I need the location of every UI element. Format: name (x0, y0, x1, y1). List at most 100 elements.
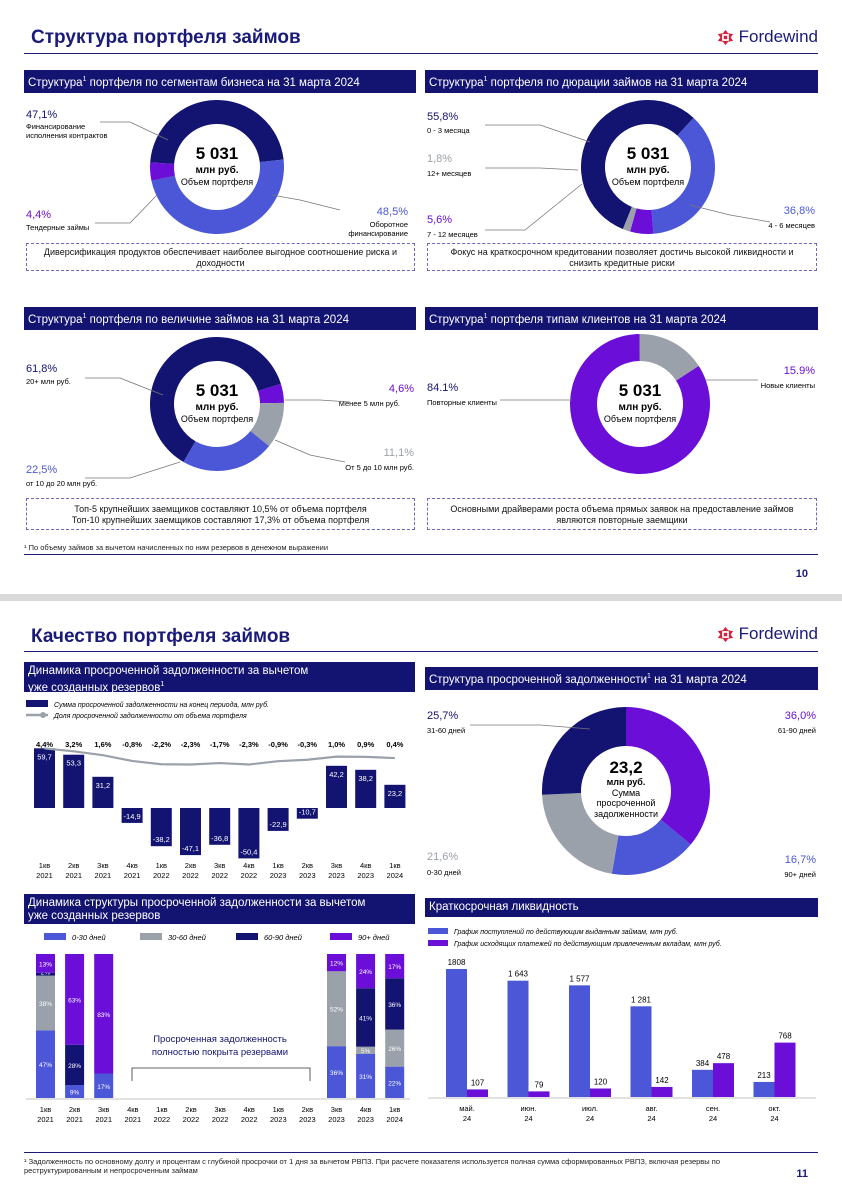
quarter-label: 1кв (273, 1105, 284, 1114)
overdue-share-label: -0,8% (122, 740, 142, 749)
clients-donut (569, 334, 710, 474)
brand-name: Fordewind (738, 624, 818, 643)
svg-text:полностью покрыта резервами: полностью покрыта резервами (152, 1047, 288, 1058)
svg-text:Объем портфеля: Объем портфеля (604, 414, 676, 424)
page-11: Качество портфеля займов Fordewind Динам… (0, 601, 842, 1200)
overdue-bar (92, 776, 114, 808)
structure-segment (356, 988, 376, 1047)
year-label: 24 (586, 1114, 594, 1123)
overdue-slice (611, 819, 691, 875)
overdue-bar-label: -36,8 (211, 834, 228, 843)
svg-text:Финансирование: Финансирование (26, 122, 85, 131)
structure-segment (327, 954, 346, 972)
overdue-bar-label: -10,7 (299, 808, 316, 817)
year-label: 2021 (65, 871, 82, 880)
overdue-structure-donut (542, 707, 710, 875)
overdue-share-label: -0,3% (298, 740, 318, 749)
duration-labels: 55,8% 0 - 3 месяца 36,8% 4 - 6 месяцев 5… (427, 111, 815, 239)
overdue-bar (326, 765, 347, 808)
overdue-bar (384, 784, 406, 808)
structure-dynamics-header: Динамика структуры просроченной задолжен… (24, 894, 415, 924)
structure-segment-label: 12% (330, 961, 343, 968)
svg-text:5 031: 5 031 (619, 381, 662, 400)
svg-text:млн руб.: млн руб. (195, 401, 238, 413)
page11-charts: Сумма просроченной задолженности на коне… (26, 700, 816, 1124)
year-label: 2022 (182, 871, 199, 880)
year-label: 2023 (328, 871, 345, 880)
quarter-label: 2кв (302, 861, 313, 870)
quarter-label: 3кв (331, 861, 342, 870)
page-title: Структура портфеля займов (31, 27, 301, 48)
month-label: окт. (768, 1104, 780, 1113)
quarter-label: 2кв (68, 861, 79, 870)
structure-segment (327, 971, 346, 1047)
svg-text:16,7%: 16,7% (785, 854, 816, 866)
structure-segment-label: 17% (97, 1084, 110, 1091)
clients-slice (639, 334, 699, 381)
quarter-label: 2кв (185, 861, 196, 870)
structure-legend: 0-30 дней 30-60 дней 60-90 дней 90+ дней (44, 933, 390, 942)
overdue-share-line (44, 747, 395, 766)
overdue-bar-label: 23,2 (388, 789, 403, 798)
structure-segment-label: 9% (70, 1090, 80, 1097)
year-label: 2021 (36, 871, 53, 880)
year-label: 2022 (212, 1115, 229, 1124)
quarter-label: 4кв (243, 1105, 254, 1114)
quarter-label: 2кв (302, 1105, 313, 1114)
brand-logo: Fordewind (717, 27, 818, 47)
year-label: 2024 (387, 871, 404, 880)
svg-text:15.9%: 15.9% (784, 365, 815, 377)
overdue-share-label: -2,2% (152, 740, 172, 749)
svg-text:21,6%: 21,6% (427, 851, 458, 863)
structure-segment-label: 13% (39, 961, 52, 968)
overdue-bar (180, 808, 201, 856)
overdue-share-label: -2,3% (239, 740, 259, 749)
overdue-bar (296, 808, 318, 819)
structure-segment-label: 41% (359, 1015, 372, 1022)
overdue-share-label: 0,4% (386, 740, 403, 749)
liquidity-bar (630, 1006, 652, 1097)
year-label: 2021 (37, 1115, 54, 1124)
svg-text:задолженности: задолженности (594, 809, 658, 819)
structure-segment-label: 17% (388, 964, 401, 971)
svg-text:4,6%: 4,6% (389, 383, 414, 395)
overdue-bar (355, 769, 377, 808)
page10-donuts: 5 031 млн руб. Объем портфеля 47,1% Фина… (26, 100, 815, 488)
quarter-label: 4кв (243, 861, 254, 870)
year-label: 2023 (270, 871, 287, 880)
structure-segment (36, 975, 55, 1031)
svg-text:22,5%: 22,5% (26, 464, 57, 476)
overdue-share-label: -2,3% (181, 740, 201, 749)
overdue-share-label: 4,4% (36, 740, 53, 749)
size-slice (149, 336, 281, 463)
svg-text:90+ дней: 90+ дней (784, 870, 816, 879)
overdue-bar-label: 53,3 (66, 759, 81, 768)
svg-text:20+ млн руб.: 20+ млн руб. (26, 377, 71, 386)
year-label: 2024 (386, 1115, 403, 1124)
year-label: 2023 (357, 871, 374, 880)
quarter-label: 2кв (185, 1105, 196, 1114)
size-note: Топ-5 крупнейших заемщиков составляют 10… (26, 498, 415, 530)
year-label: 2021 (124, 871, 141, 880)
year-label: 2023 (328, 1115, 345, 1124)
structure-segment-label: 47% (39, 1062, 52, 1069)
year-label: 2022 (211, 871, 228, 880)
segments-slice (150, 162, 175, 181)
overdue-bar-label: -22,9 (270, 820, 287, 829)
month-label: июл. (582, 1104, 598, 1113)
liquidity-bar-label: 1808 (448, 958, 466, 967)
overdue-bar (34, 748, 55, 808)
svg-text:млн руб.: млн руб. (626, 164, 669, 176)
svg-text:31-60 дней: 31-60 дней (427, 726, 465, 735)
page-title: Качество портфеля займов (31, 626, 291, 647)
svg-text:5 031: 5 031 (627, 144, 670, 163)
structure-segment (327, 1046, 346, 1098)
svg-text:млн руб.: млн руб. (607, 777, 646, 787)
structure-dynamics-chart: 47%38%2%13%1кв20219%28%63%2кв202117%83%3… (26, 954, 410, 1124)
segments-labels: 47,1% Финансирование исполнения контракт… (26, 109, 408, 238)
size-labels: 61,8% 20+ млн руб. 4,6% Менее 5 млн руб.… (26, 363, 414, 488)
fordewind-logo-icon (717, 626, 733, 642)
overdue-bar-label: 42,2 (329, 770, 344, 779)
overdue-center: 23,2 млн руб. Сумма просроченной задолже… (594, 758, 658, 819)
structure-segment-label: 83% (97, 1012, 110, 1019)
